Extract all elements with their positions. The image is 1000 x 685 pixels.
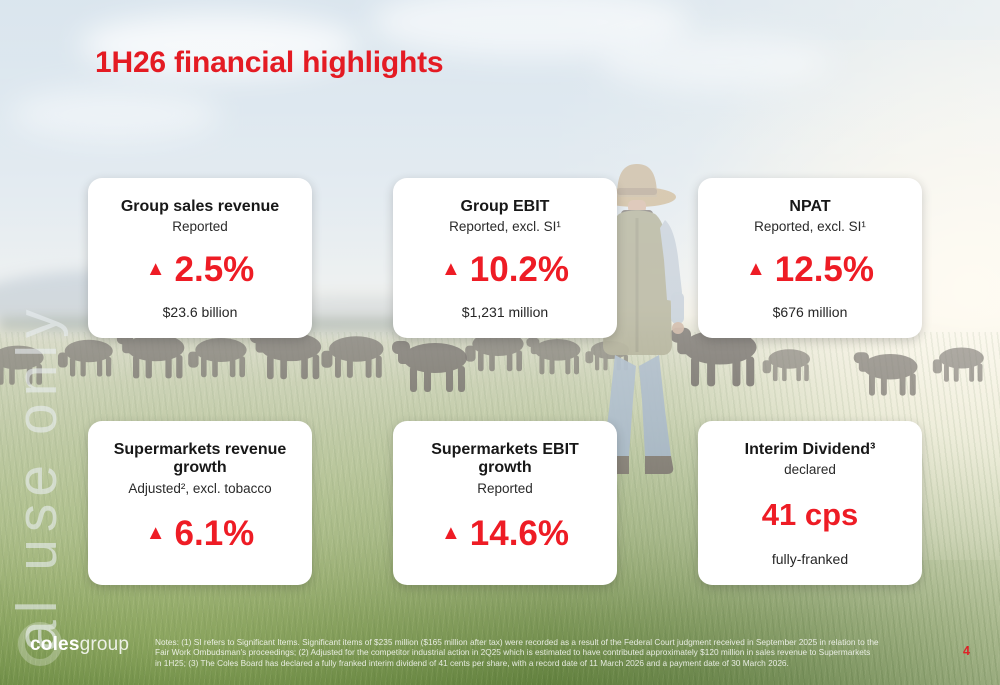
card-title: Group sales revenue <box>120 198 280 215</box>
card-metric: ▲ 2.5% <box>146 252 255 287</box>
card-metric: ▲ 12.5% <box>746 252 874 287</box>
card-metric: ▲ 6.1% <box>146 516 255 551</box>
asx-watermark: al use only <box>5 302 69 652</box>
colesgroup-logo: colesgroup <box>30 634 129 656</box>
footnote-line: Fair Work Ombudsman's proceedings; (2) A… <box>155 647 871 658</box>
card-title: Supermarkets revenue growth <box>113 441 287 477</box>
page-number: 4 <box>963 644 970 658</box>
card-detail: $23.6 billion <box>162 303 238 320</box>
card-subtitle: Reported <box>172 219 228 235</box>
card-metric: 41 cps <box>762 499 859 530</box>
metric-value: 41 cps <box>761 496 859 532</box>
logo-coles: coles <box>30 634 80 655</box>
metric-value: 14.6% <box>469 513 570 553</box>
card-title: Interim Dividend³ <box>744 441 876 458</box>
up-triangle-icon: ▲ <box>440 522 461 545</box>
card-subtitle: Reported, excl. SI¹ <box>449 219 561 235</box>
metric-value: 10.2% <box>469 249 570 289</box>
logo-group: group <box>79 634 130 655</box>
colesgroup-logo-mark <box>18 622 62 666</box>
card-metric: ▲ 14.6% <box>441 516 569 551</box>
card-subtitle: Reported <box>477 480 533 496</box>
up-triangle-icon: ▲ <box>440 258 461 281</box>
kpi-card-interim-dividend: Interim Dividend³ declared 41 cps fully-… <box>698 421 922 585</box>
kpi-card-supermarkets-revenue-growth: Supermarkets revenue growth Adjusted², e… <box>88 421 312 585</box>
card-subtitle: Adjusted², excl. tobacco <box>128 480 272 496</box>
card-detail: $1,231 million <box>461 303 549 320</box>
card-subtitle: Reported, excl. SI¹ <box>754 219 866 235</box>
up-triangle-icon: ▲ <box>145 258 166 281</box>
card-detail: fully-franked <box>771 550 849 567</box>
kpi-card-group-ebit: Group EBIT Reported, excl. SI¹ ▲ 10.2% $… <box>393 178 617 338</box>
metric-value: 6.1% <box>174 513 255 553</box>
metric-value: 12.5% <box>774 249 875 289</box>
kpi-card-npat: NPAT Reported, excl. SI¹ ▲ 12.5% $676 mi… <box>698 178 922 338</box>
card-title: Group EBIT <box>460 198 550 215</box>
up-triangle-icon: ▲ <box>145 522 166 545</box>
card-detail: $676 million <box>772 303 848 320</box>
footnote-line: Notes: (1) SI refers to Significant Item… <box>155 637 879 647</box>
kpi-card-supermarkets-ebit-growth: Supermarkets EBIT growth Reported ▲ 14.6… <box>393 421 617 585</box>
metric-value: 2.5% <box>174 249 255 289</box>
footnotes: Notes: (1) SI refers to Significant Item… <box>155 637 945 668</box>
card-subtitle: declared <box>784 462 836 478</box>
up-triangle-icon: ▲ <box>745 258 766 281</box>
footnote-line: in 1H25; (3) The Coles Board has declare… <box>155 657 789 668</box>
card-title: Supermarkets EBIT growth <box>431 441 579 477</box>
kpi-card-group-sales-revenue: Group sales revenue Reported ▲ 2.5% $23.… <box>88 178 312 338</box>
card-title: NPAT <box>789 198 831 215</box>
slide-title: 1H26 financial highlights <box>95 46 444 79</box>
card-metric: ▲ 10.2% <box>441 252 569 287</box>
